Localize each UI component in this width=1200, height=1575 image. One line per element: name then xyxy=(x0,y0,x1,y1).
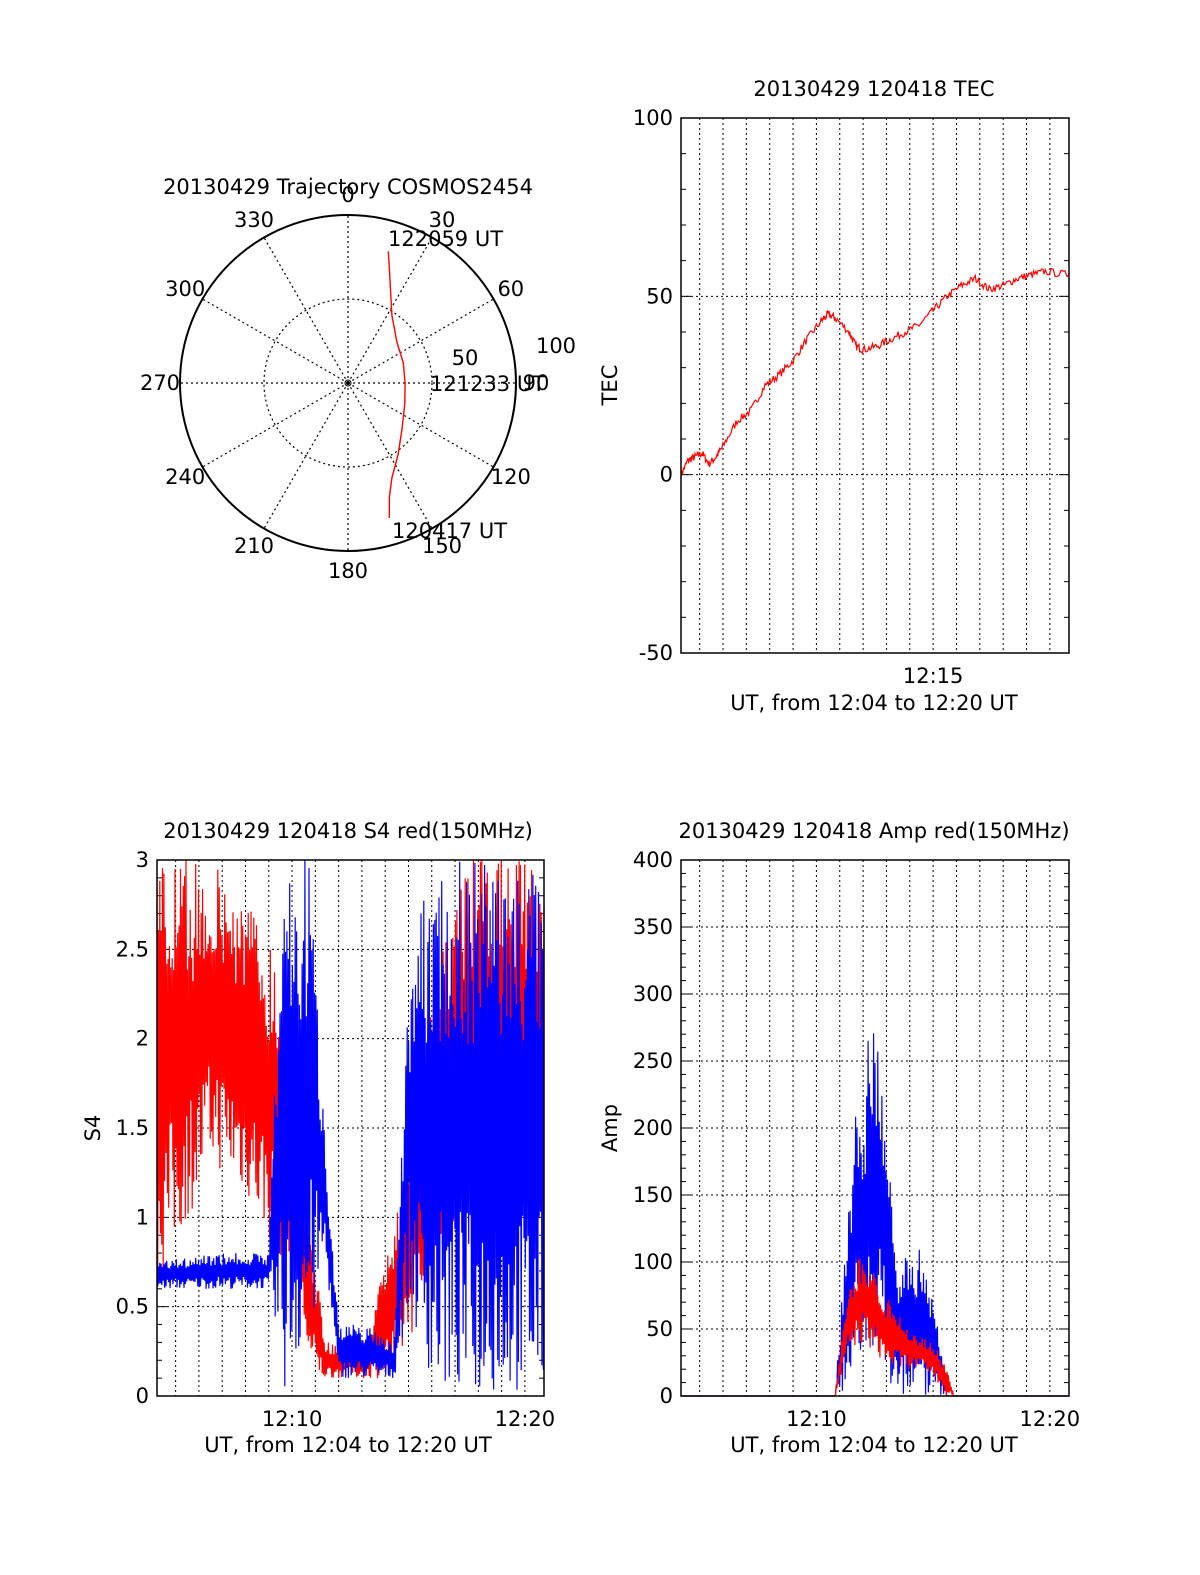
s4-y-label: S4 xyxy=(81,1115,105,1142)
s4-x-label: UT, from 12:04 to 12:20 UT xyxy=(204,1433,492,1457)
polar-radial-label: 50 xyxy=(452,346,479,370)
polar-annotation-start: 120417 UT xyxy=(392,519,507,543)
y-tick-label: 250 xyxy=(633,1049,673,1073)
series-trace xyxy=(681,1258,1069,1397)
plot-frame xyxy=(156,859,545,1397)
s4-panel: 20130429 120418 S4 red(150MHz) 0 0.5 1 1.5 2… xyxy=(81,819,555,1457)
polar-annotation-end: 122059 UT xyxy=(388,227,503,251)
polar-center xyxy=(344,379,352,387)
polar-spoke xyxy=(347,237,433,384)
polar-angle-label: 180 xyxy=(328,559,368,583)
polar-grid-circle xyxy=(263,298,433,468)
y-tick-label: 1.5 xyxy=(116,1116,149,1140)
amp-panel: 20130429 120418 Amp red(150MHz) 0 50 100 15… xyxy=(598,819,1080,1457)
series-line xyxy=(680,267,1070,479)
y-tick-label: -50 xyxy=(639,641,673,665)
polar-panel: 20130429 Trajectory COSMOS2454 030609012… xyxy=(140,175,576,583)
amp-title: 20130429 120418 Amp red(150MHz) xyxy=(678,819,1069,843)
polar-angle-label: 120 xyxy=(491,465,531,489)
polar-radial-label: 100 xyxy=(536,334,576,358)
polar-angle-label: 30 xyxy=(429,208,456,232)
y-tick-label: 100 xyxy=(633,106,673,130)
x-tick-label: 12:20 xyxy=(495,1407,556,1431)
tec-y-label: TEC xyxy=(598,365,622,407)
x-tick-label: 12:15 xyxy=(903,664,964,688)
polar-angle-label: 330 xyxy=(234,208,274,232)
polar-spoke xyxy=(202,298,349,384)
polar-angle-label: 270 xyxy=(140,371,180,395)
s4-title: 20130429 120418 S4 red(150MHz) xyxy=(163,819,533,843)
polar-angle-label: 90 xyxy=(523,371,550,395)
y-tick-label: 200 xyxy=(633,1116,673,1140)
polar-trajectory xyxy=(387,251,406,519)
y-tick-label: 150 xyxy=(633,1183,673,1207)
polar-spoke xyxy=(347,298,494,384)
tec-x-label: UT, from 12:04 to 12:20 UT xyxy=(730,691,1018,715)
plot-frame xyxy=(680,859,1070,1397)
tec-plot-area: -50 0 50 100 12:15 xyxy=(633,106,1070,688)
polar-spoke xyxy=(263,237,349,384)
series-trace xyxy=(156,860,545,1390)
y-tick-label: 350 xyxy=(633,915,673,939)
polar-title: 20130429 Trajectory COSMOS2454 xyxy=(163,175,533,199)
series-trace xyxy=(681,1033,1069,1397)
y-tick-label: 3 xyxy=(136,848,149,872)
polar-angle-label: 210 xyxy=(234,534,274,558)
s4-plot-area: 0 0.5 1 1.5 2 2.5 3 12:10 12:20 xyxy=(116,848,556,1431)
x-tick-label: 12:10 xyxy=(262,1407,323,1431)
y-tick-label: 0 xyxy=(660,1384,673,1408)
tec-panel: 20130429 120418 TEC -50 0 50 100 12:15 UT, f… xyxy=(598,77,1070,715)
y-tick-label: 400 xyxy=(633,848,673,872)
polar-angle-label: 240 xyxy=(165,465,205,489)
y-tick-label: 2 xyxy=(136,1027,149,1051)
polar-angle-label: 300 xyxy=(165,277,205,301)
amp-y-label: Amp xyxy=(598,1104,622,1152)
y-tick-label: 0 xyxy=(136,1384,149,1408)
polar-angle-label: 0 xyxy=(341,183,354,207)
polar-spoke xyxy=(347,382,494,468)
x-tick-label: 12:20 xyxy=(1020,1407,1081,1431)
x-tick-label: 12:10 xyxy=(786,1407,847,1431)
y-tick-label: 1 xyxy=(136,1205,149,1229)
polar-annotation-mid: 121233 UT xyxy=(430,372,545,396)
polar-angle-label: 60 xyxy=(497,277,524,301)
y-tick-label: 2.5 xyxy=(116,937,149,961)
y-tick-label: 100 xyxy=(633,1250,673,1274)
y-tick-label: 50 xyxy=(646,284,673,308)
y-tick-label: 0 xyxy=(660,463,673,487)
y-tick-label: 0.5 xyxy=(116,1295,149,1319)
polar-spoke xyxy=(202,382,349,468)
polar-grid: 0 30 60 90 120 150 180 210 240 270 300 330 50 100 xyxy=(140,183,576,583)
plot-frame xyxy=(680,117,1070,654)
tec-title: 20130429 120418 TEC xyxy=(753,77,994,101)
polar-outer-circle xyxy=(179,214,517,552)
amp-x-label: UT, from 12:04 to 12:20 UT xyxy=(730,1433,1018,1457)
y-tick-label: 300 xyxy=(633,982,673,1006)
amp-plot-area: 0 50 100 150 200 250 300 350 400 12:10 12:20 xyxy=(633,848,1080,1431)
y-tick-label: 50 xyxy=(646,1317,673,1341)
polar-angle-label: 150 xyxy=(422,534,462,558)
polar-trajectory-line xyxy=(387,251,406,519)
